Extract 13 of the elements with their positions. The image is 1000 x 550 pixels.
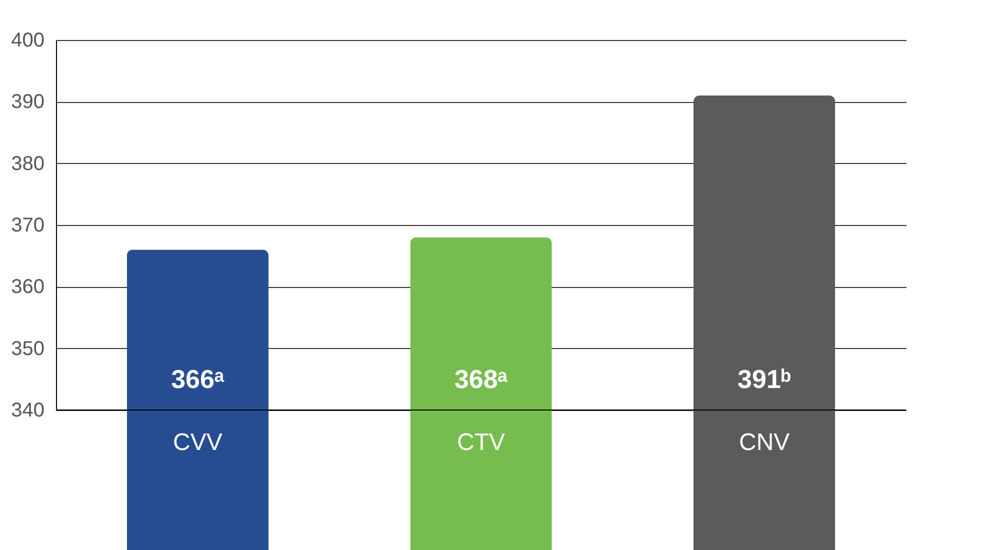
x-tick-label: CNV — [738, 429, 790, 456]
y-tick-label: 400 — [11, 30, 44, 52]
y-tick-label: 390 — [11, 91, 44, 114]
data-label: 391ᵇ — [738, 364, 792, 394]
y-tick-label: 360 — [11, 276, 44, 298]
x-tick-label: CVV — [172, 429, 222, 456]
data-label: 366ᵃ — [171, 364, 224, 394]
y-tick-label: 370 — [11, 214, 44, 236]
y-tick-label: 380 — [11, 152, 44, 175]
x-tick-label: CTV — [457, 429, 505, 456]
y-tick-label: 350 — [11, 338, 44, 360]
data-label: 368ᵃ — [454, 364, 508, 394]
y-tick-label: 340 — [11, 400, 44, 422]
